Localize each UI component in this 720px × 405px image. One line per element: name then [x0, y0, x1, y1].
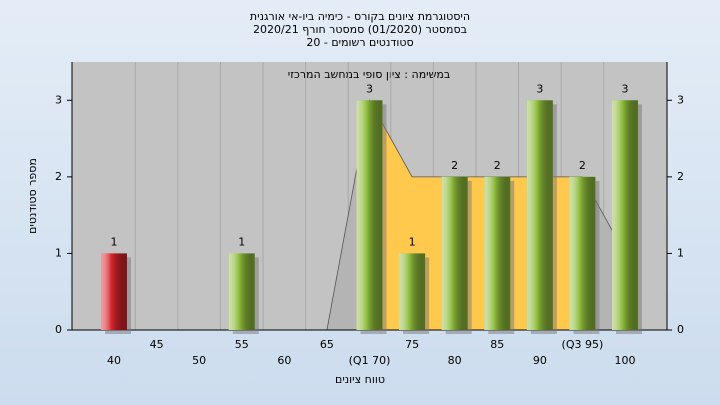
value-label: 1: [238, 235, 245, 248]
x-tick-label: 50: [192, 354, 206, 367]
x-axis-label: טווח ציונים: [335, 373, 385, 386]
x-tick-label: 55: [235, 338, 249, 351]
value-label: 2: [494, 159, 501, 172]
bar-shade: [569, 176, 596, 330]
value-label: 3: [366, 82, 373, 95]
bar-shade: [526, 100, 553, 331]
value-label: 3: [622, 82, 629, 95]
value-label: 2: [579, 159, 586, 172]
x-tick-label: (Q1 70): [349, 354, 391, 367]
title-line: סטודנטים רשומים - 20: [306, 36, 413, 49]
x-tick-label: 60: [277, 354, 291, 367]
y-axis-label: מספר סטודנטים: [26, 158, 39, 234]
x-tick-label: 65: [320, 338, 334, 351]
y2-tick-label: 2: [677, 170, 684, 183]
x-tick-label: 40: [107, 354, 121, 367]
y-tick-label: 3: [55, 93, 62, 106]
y-tick-label: 1: [55, 246, 62, 259]
value-label: 1: [409, 235, 416, 248]
bar-shade: [612, 100, 638, 331]
x-tick-label: 90: [533, 354, 547, 367]
value-label: 3: [536, 82, 543, 95]
bar-shade: [484, 176, 511, 330]
bar-shade: [441, 176, 468, 330]
bar-shade: [228, 253, 255, 330]
y2-tick-label: 3: [677, 93, 684, 106]
bar-shade: [101, 253, 127, 330]
x-tick-label: (Q3 95): [562, 338, 604, 351]
title-line: היסטוגרמת ציונים בקורס - כימיה ביו-אי או…: [250, 10, 470, 23]
value-label: 2: [451, 159, 458, 172]
title-line: בסמסטר (01/2020) סמסטר חורף 2020/21: [253, 23, 467, 36]
y-tick-label: 2: [55, 170, 62, 183]
x-tick-label: 75: [405, 338, 419, 351]
y2-tick-label: 1: [677, 246, 684, 259]
subtitle: במשימה : ציון סופי במחשב המרכזי: [288, 68, 451, 81]
y-tick-label: 0: [55, 323, 62, 336]
bar-shade: [399, 253, 426, 330]
x-tick-label: 85: [490, 338, 504, 351]
x-tick-label: 45: [150, 338, 164, 351]
x-tick-label: 100: [615, 354, 636, 367]
y2-tick-label: 0: [677, 323, 684, 336]
value-label: 1: [111, 235, 118, 248]
x-tick-label: 80: [448, 354, 462, 367]
bar-shade: [356, 100, 383, 331]
